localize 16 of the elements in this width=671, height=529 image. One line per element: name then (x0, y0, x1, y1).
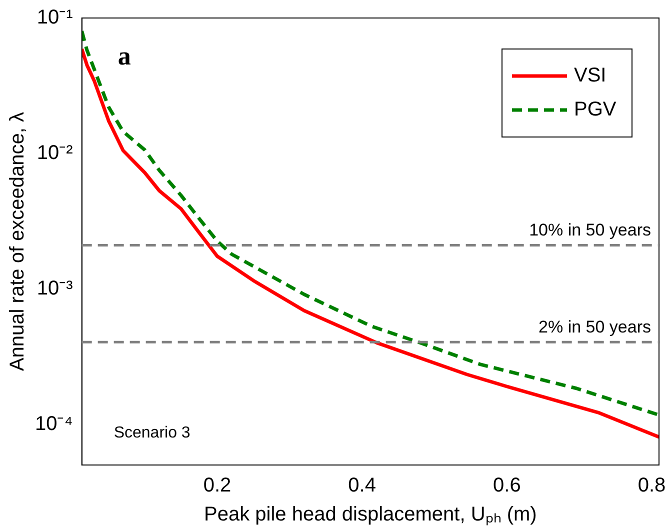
y-tick-label: 10⁻¹ (36, 6, 74, 29)
legend-label: VSI (574, 64, 606, 87)
y-axis-title: Annual rate of exceedance, λ (6, 112, 29, 372)
x-tick-label: 0.2 (203, 474, 232, 497)
x-tick-label: 0.4 (348, 474, 376, 497)
ref-line-label: 2% in 50 years (538, 317, 651, 336)
x-tick-label: 0.6 (493, 474, 521, 497)
x-axis-title: Peak pile head displacement, Uₚₕ (m) (204, 504, 537, 526)
legend-label: PGV (574, 98, 617, 121)
y-tick-label: 10⁻² (36, 142, 74, 164)
y-tick-label: 10⁻⁴ (34, 412, 73, 435)
y-tick-label: 10⁻³ (36, 277, 74, 300)
ref-line-label: 10% in 50 years (529, 220, 651, 240)
annotation: Scenario 3 (114, 424, 190, 442)
annotation: a (118, 42, 131, 71)
x-tick-label: 0.8 (638, 474, 666, 497)
